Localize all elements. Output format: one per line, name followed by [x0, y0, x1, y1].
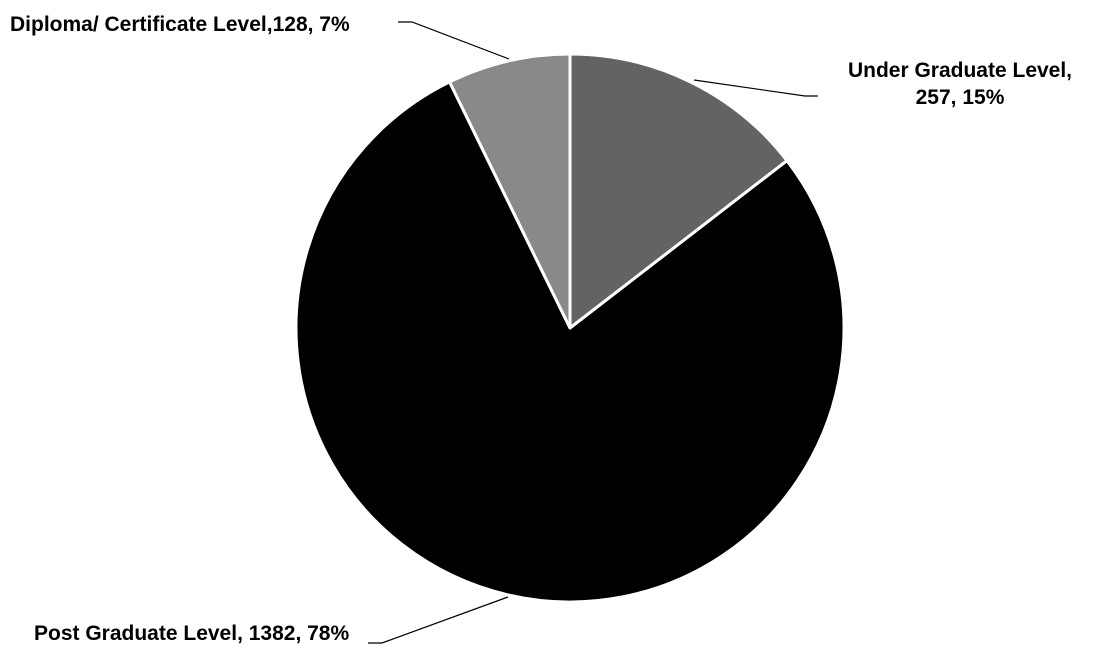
- leader-line-diploma-certificate-level: [398, 21, 510, 60]
- data-label-line: Diploma/ Certificate Level,128, 7%: [10, 13, 350, 36]
- data-labels: Under Graduate Level, 257, 15% Post Gradua…: [10, 13, 1072, 645]
- data-label-line: Under Graduate Level,: [848, 59, 1072, 82]
- leader-line-post-graduate-level: [368, 596, 509, 644]
- pie-slice-under-graduate-level: [568, 52, 789, 330]
- leader-line-under-graduate-level: [693, 79, 818, 97]
- data-label-diploma-certificate-level: Diploma/ Certificate Level,128, 7%: [10, 13, 350, 36]
- pie-slice-diploma-certificate-level: [448, 52, 572, 330]
- data-label-under-graduate-level: Under Graduate Level, 257, 15%: [848, 59, 1072, 109]
- data-label-line: Post Graduate Level, 1382, 78%: [34, 622, 349, 645]
- pie-slices: [294, 52, 846, 604]
- data-label-line: 257, 15%: [916, 86, 1005, 109]
- leader-lines: [368, 21, 818, 644]
- pie-slice-post-graduate-level: [294, 80, 846, 604]
- data-label-post-graduate-level: Post Graduate Level, 1382, 78%: [34, 622, 349, 645]
